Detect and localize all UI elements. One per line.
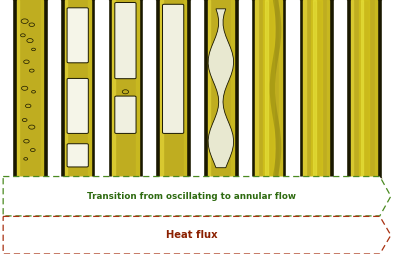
Bar bbox=[303, 0, 306, 177]
Bar bbox=[208, 0, 210, 177]
Bar bbox=[329, 0, 334, 177]
Bar bbox=[251, 0, 286, 177]
Bar bbox=[359, 0, 369, 177]
Bar bbox=[203, 0, 239, 177]
Bar bbox=[279, 0, 282, 177]
Bar bbox=[382, 0, 394, 177]
Polygon shape bbox=[3, 216, 391, 254]
Bar bbox=[108, 0, 143, 177]
FancyBboxPatch shape bbox=[162, 4, 184, 133]
Bar bbox=[251, 0, 255, 177]
Bar bbox=[203, 0, 208, 177]
Bar bbox=[91, 0, 95, 177]
Bar bbox=[361, 0, 363, 177]
Bar bbox=[263, 0, 274, 177]
Bar bbox=[65, 0, 67, 177]
Bar bbox=[266, 0, 268, 177]
FancyBboxPatch shape bbox=[67, 8, 88, 63]
Bar bbox=[327, 0, 329, 177]
Bar bbox=[346, 0, 351, 177]
Text: Heat flux: Heat flux bbox=[165, 230, 217, 240]
Text: Transition from oscillating to annular flow: Transition from oscillating to annular f… bbox=[87, 192, 296, 201]
Bar bbox=[12, 0, 48, 177]
Polygon shape bbox=[270, 0, 281, 177]
Bar bbox=[12, 0, 17, 177]
Bar bbox=[239, 0, 251, 177]
Bar bbox=[346, 0, 382, 177]
Bar bbox=[234, 0, 239, 177]
Bar bbox=[160, 0, 162, 177]
Bar bbox=[48, 0, 60, 177]
Bar bbox=[60, 0, 95, 177]
Bar bbox=[334, 0, 346, 177]
FancyBboxPatch shape bbox=[115, 3, 136, 79]
Polygon shape bbox=[208, 9, 234, 168]
FancyBboxPatch shape bbox=[67, 144, 88, 167]
Bar bbox=[143, 0, 155, 177]
Bar bbox=[255, 0, 258, 177]
Bar bbox=[299, 0, 334, 177]
Bar bbox=[0, 0, 12, 177]
Bar bbox=[184, 0, 186, 177]
Bar bbox=[155, 0, 191, 177]
Bar bbox=[108, 0, 112, 177]
Bar bbox=[60, 0, 65, 177]
Bar bbox=[286, 0, 299, 177]
Bar bbox=[155, 0, 160, 177]
Bar bbox=[351, 0, 353, 177]
FancyBboxPatch shape bbox=[67, 78, 88, 133]
Bar bbox=[299, 0, 303, 177]
Bar bbox=[191, 0, 203, 177]
Bar bbox=[377, 0, 382, 177]
Bar bbox=[95, 0, 108, 177]
Bar bbox=[88, 0, 91, 177]
Bar bbox=[282, 0, 286, 177]
Polygon shape bbox=[3, 177, 391, 216]
Bar bbox=[41, 0, 43, 177]
Bar bbox=[232, 0, 234, 177]
Bar bbox=[136, 0, 139, 177]
Bar bbox=[112, 0, 115, 177]
Bar bbox=[375, 0, 377, 177]
Bar bbox=[0, 0, 394, 177]
Bar bbox=[186, 0, 191, 177]
Bar bbox=[311, 0, 322, 177]
Bar bbox=[313, 0, 316, 177]
Bar bbox=[139, 0, 143, 177]
Bar bbox=[43, 0, 48, 177]
FancyBboxPatch shape bbox=[115, 96, 136, 133]
Bar bbox=[17, 0, 19, 177]
